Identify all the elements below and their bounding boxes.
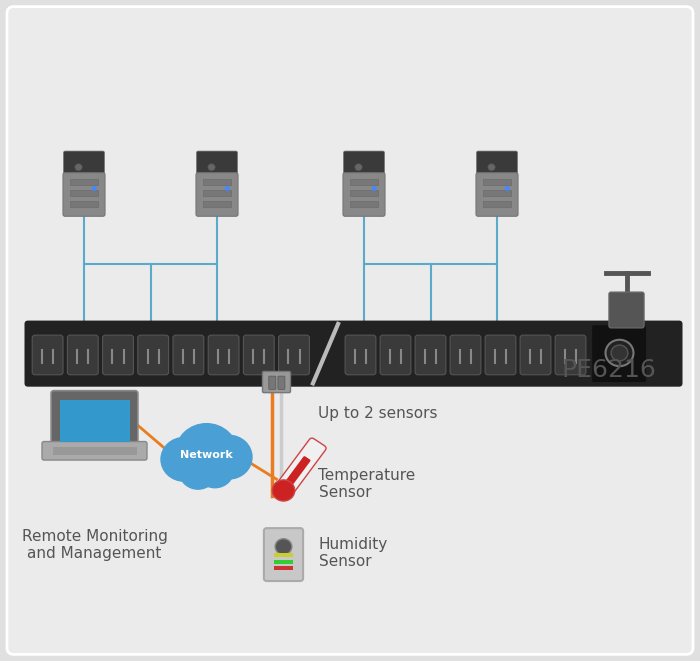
FancyBboxPatch shape xyxy=(281,456,311,492)
FancyBboxPatch shape xyxy=(344,151,384,178)
FancyBboxPatch shape xyxy=(380,335,411,375)
Bar xyxy=(203,190,231,196)
FancyBboxPatch shape xyxy=(173,335,204,375)
Circle shape xyxy=(606,340,634,366)
Circle shape xyxy=(196,452,235,488)
FancyBboxPatch shape xyxy=(64,151,104,178)
FancyBboxPatch shape xyxy=(197,151,237,178)
Text: Remote Monitoring
and Management: Remote Monitoring and Management xyxy=(22,529,167,561)
Bar xyxy=(483,190,511,196)
FancyBboxPatch shape xyxy=(63,173,105,216)
Circle shape xyxy=(208,164,215,171)
Bar xyxy=(203,179,231,186)
FancyBboxPatch shape xyxy=(485,335,516,375)
Circle shape xyxy=(505,186,510,191)
Bar xyxy=(70,190,98,196)
FancyBboxPatch shape xyxy=(520,335,551,375)
Circle shape xyxy=(205,435,253,480)
Text: Network: Network xyxy=(180,449,233,460)
Circle shape xyxy=(355,164,362,171)
FancyBboxPatch shape xyxy=(477,151,517,178)
FancyBboxPatch shape xyxy=(196,173,238,216)
FancyBboxPatch shape xyxy=(25,321,682,387)
Bar xyxy=(483,201,511,208)
Bar xyxy=(350,179,378,186)
Circle shape xyxy=(178,453,217,490)
Circle shape xyxy=(372,186,377,191)
Circle shape xyxy=(75,164,82,171)
FancyBboxPatch shape xyxy=(7,7,693,654)
Circle shape xyxy=(175,423,238,483)
FancyBboxPatch shape xyxy=(609,292,644,328)
FancyBboxPatch shape xyxy=(476,173,518,216)
Bar xyxy=(52,447,136,455)
Text: PE6216: PE6216 xyxy=(561,358,657,382)
FancyBboxPatch shape xyxy=(67,335,98,375)
Bar xyxy=(350,190,378,196)
Circle shape xyxy=(225,186,230,191)
FancyBboxPatch shape xyxy=(345,335,376,375)
FancyBboxPatch shape xyxy=(279,335,309,375)
Bar xyxy=(203,201,231,208)
FancyBboxPatch shape xyxy=(244,335,274,375)
FancyBboxPatch shape xyxy=(278,376,285,389)
Bar xyxy=(274,553,293,557)
Bar xyxy=(274,560,293,564)
FancyBboxPatch shape xyxy=(42,442,147,460)
FancyBboxPatch shape xyxy=(262,371,290,393)
FancyBboxPatch shape xyxy=(450,335,481,375)
FancyBboxPatch shape xyxy=(555,335,586,375)
Bar xyxy=(483,179,511,186)
FancyBboxPatch shape xyxy=(51,391,138,450)
Bar xyxy=(274,566,293,570)
FancyBboxPatch shape xyxy=(264,528,303,581)
FancyBboxPatch shape xyxy=(592,325,646,382)
FancyBboxPatch shape xyxy=(208,335,239,375)
Circle shape xyxy=(488,164,495,171)
Circle shape xyxy=(275,539,292,555)
Text: Humidity
Sensor: Humidity Sensor xyxy=(318,537,388,570)
Bar xyxy=(70,201,98,208)
FancyBboxPatch shape xyxy=(269,376,276,389)
Text: Temperature
Sensor: Temperature Sensor xyxy=(318,467,416,500)
Bar xyxy=(70,179,98,186)
FancyBboxPatch shape xyxy=(138,335,169,375)
Bar xyxy=(60,400,130,442)
FancyBboxPatch shape xyxy=(103,335,134,375)
Circle shape xyxy=(272,480,295,501)
FancyBboxPatch shape xyxy=(343,173,385,216)
Text: Up to 2 sensors: Up to 2 sensors xyxy=(318,406,438,420)
FancyBboxPatch shape xyxy=(32,335,63,375)
FancyBboxPatch shape xyxy=(415,335,446,375)
Circle shape xyxy=(611,345,628,361)
Circle shape xyxy=(92,186,97,191)
Circle shape xyxy=(160,437,208,482)
Bar xyxy=(350,201,378,208)
FancyBboxPatch shape xyxy=(274,438,326,498)
